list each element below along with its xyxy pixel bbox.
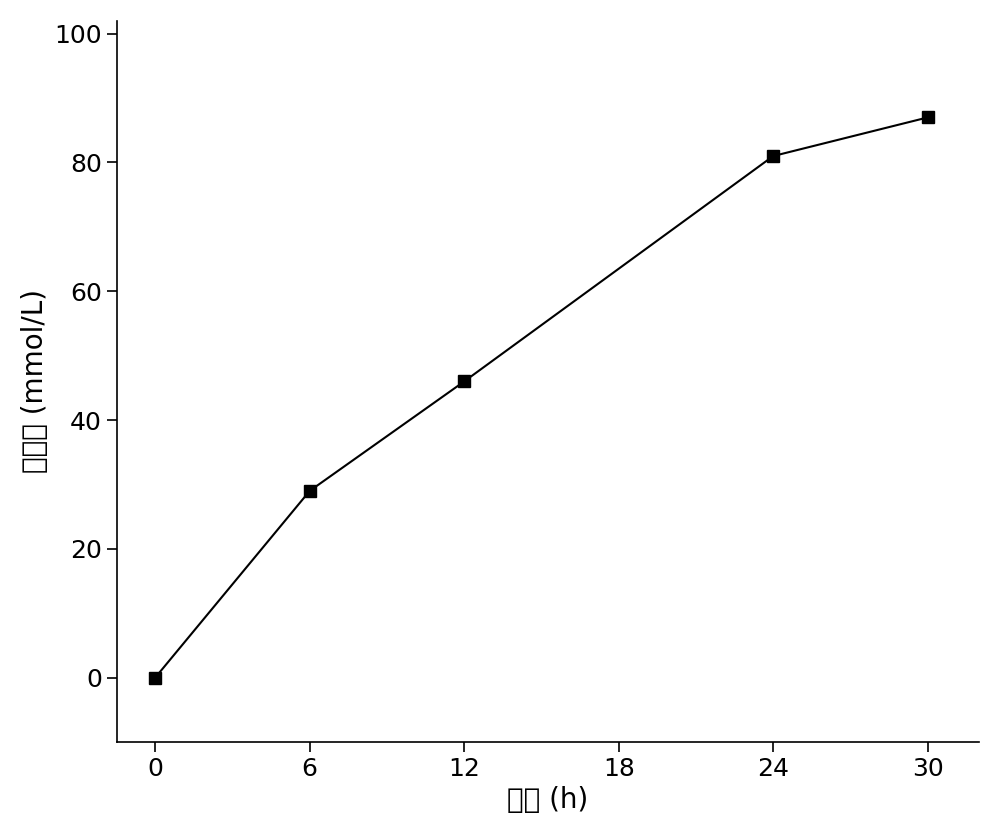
X-axis label: 时间 (h): 时间 (h): [507, 787, 589, 814]
Y-axis label: 乙偶姻 (mmol/L): 乙偶姻 (mmol/L): [21, 290, 49, 473]
